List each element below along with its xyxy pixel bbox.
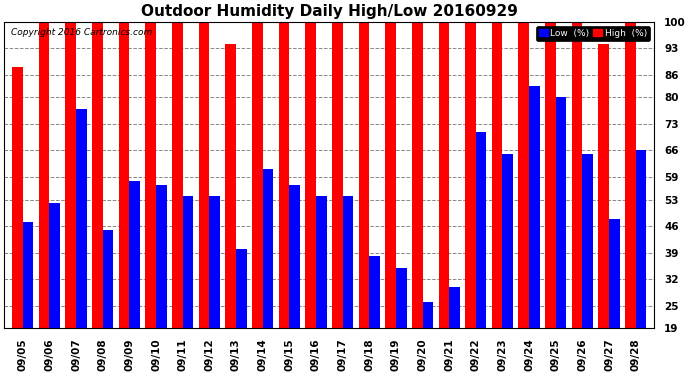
Bar [555,98,566,375]
Bar [439,22,449,375]
Bar [476,132,486,375]
Bar [625,22,635,375]
Bar [50,203,60,375]
Bar [396,268,406,375]
Bar [289,184,300,375]
Bar [76,109,87,375]
Bar [199,22,209,375]
Bar [518,22,529,375]
Bar [492,22,502,375]
Bar [609,219,620,375]
Bar [449,287,460,375]
Bar [92,22,103,375]
Bar [465,22,476,375]
Bar [502,154,513,375]
Bar [359,22,369,375]
Bar [572,22,582,375]
Bar [529,86,540,375]
Bar [156,184,167,375]
Bar [209,196,220,375]
Bar [305,22,316,375]
Bar [172,22,183,375]
Bar [130,181,140,375]
Bar [412,22,422,375]
Bar [119,22,130,375]
Bar [23,222,34,375]
Bar [263,170,273,375]
Text: Copyright 2016 Cartronics.com: Copyright 2016 Cartronics.com [10,28,152,37]
Bar [545,22,555,375]
Bar [332,22,343,375]
Bar [39,22,50,375]
Bar [422,302,433,375]
Bar [103,230,113,375]
Bar [236,249,246,375]
Bar [385,22,396,375]
Bar [635,150,647,375]
Bar [598,44,609,375]
Title: Outdoor Humidity Daily High/Low 20160929: Outdoor Humidity Daily High/Low 20160929 [141,4,518,19]
Bar [66,22,76,375]
Bar [183,196,193,375]
Bar [146,22,156,375]
Bar [12,67,23,375]
Bar [369,256,380,375]
Bar [252,22,263,375]
Bar [316,196,326,375]
Bar [226,44,236,375]
Bar [582,154,593,375]
Bar [343,196,353,375]
Legend: Low  (%), High  (%): Low (%), High (%) [536,26,650,40]
Bar [279,22,289,375]
